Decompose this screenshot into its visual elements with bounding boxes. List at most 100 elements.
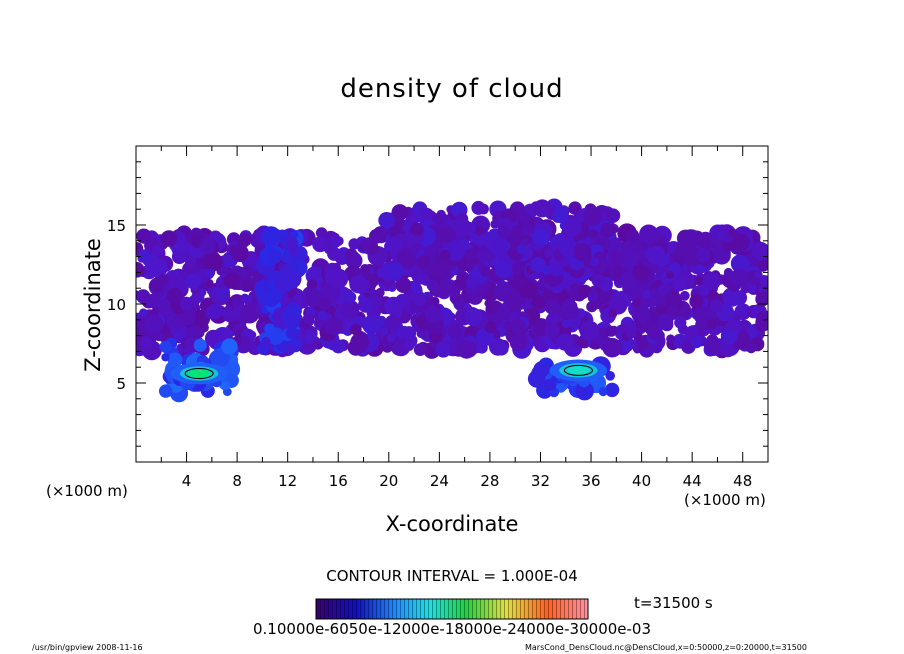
cloud-cell (754, 270, 763, 279)
x-tick-label: 40 (632, 472, 651, 490)
cloud-cell (642, 290, 651, 299)
cloud-cell (401, 326, 417, 341)
cloud-cell (684, 327, 698, 340)
cloud-cell (324, 244, 334, 255)
x-tick-label: 8 (232, 472, 242, 490)
cloud-cell (497, 225, 511, 240)
cloud-cell (511, 262, 525, 276)
cloud-cell (261, 336, 271, 347)
cloud-cell (136, 318, 147, 329)
cloud-cell (144, 314, 164, 334)
x-tick-label: 32 (531, 472, 550, 490)
cloud-cell (494, 260, 513, 279)
contour-line (184, 368, 214, 380)
cloud-cell (690, 336, 703, 349)
cloud-cell (159, 340, 172, 353)
cloud-cell (161, 353, 170, 362)
cloud-cell (481, 286, 490, 295)
y-tick-label: 10 (107, 296, 126, 314)
cloud-cell (632, 298, 642, 308)
x-tick-label: 4 (182, 472, 192, 490)
cloud-cell (509, 333, 528, 352)
cloud-cell (179, 296, 194, 311)
cloud-cell (345, 252, 363, 270)
footer-source: MarsCond_DensCloud.nc@DensCloud,x=0:5000… (525, 643, 807, 652)
cloud-cell (279, 236, 289, 246)
x-axis-ticks: 4 8 12 16 20 24 28 32 36 40 44 48 (160, 146, 752, 490)
cloud-cell (476, 249, 490, 263)
colorbar-stripes (316, 599, 588, 619)
cloud-cell (207, 303, 223, 319)
cloud-cell (474, 226, 485, 236)
cloud-cell (305, 288, 322, 305)
cloud-cell (568, 201, 582, 215)
cloud-cell (285, 345, 295, 355)
cloud-cell (160, 230, 178, 247)
cloud-cell (484, 299, 493, 308)
cloud-cell (198, 288, 207, 297)
cloud-cell (413, 293, 427, 307)
x-tick-label: 44 (683, 472, 702, 490)
cloud-cell (396, 248, 414, 266)
cloud-cell (147, 258, 168, 278)
cloud-cell (695, 247, 711, 263)
cloud-cell (533, 361, 550, 378)
cloud-cell (238, 268, 248, 279)
cloud-cell (221, 338, 238, 355)
cloud-cell (340, 299, 360, 319)
cloud-cell (695, 276, 704, 286)
cloud-cell (740, 284, 750, 294)
cloud-cell (729, 228, 738, 238)
cloud-cell (214, 284, 230, 300)
cloud-cell (510, 318, 526, 335)
cloud-cell (588, 229, 598, 239)
cloud-cell (531, 295, 546, 310)
cloud-cell (242, 280, 254, 292)
cloud-cell (679, 290, 690, 301)
cloud-cell (392, 216, 405, 229)
cloud-cell (342, 325, 353, 336)
cloud-cell (239, 303, 260, 324)
cloud-cell (702, 271, 721, 291)
cloud-cell (605, 325, 617, 337)
cloud-cell (556, 333, 574, 351)
cloud-cell (497, 306, 512, 321)
cloud-cell (596, 290, 612, 305)
cloud-peak (188, 369, 211, 378)
cloud-cell (674, 316, 687, 329)
cloud-cell (590, 257, 599, 267)
cloud-cell (424, 305, 442, 323)
cloud-cell (317, 297, 331, 311)
cloud-cell (425, 259, 441, 275)
cloud-cell (755, 310, 768, 330)
cloud-cell (221, 307, 233, 319)
cloud-cell (563, 303, 580, 320)
cloud-cell (464, 248, 477, 261)
cloud-cell (543, 379, 557, 392)
cloud-cell (544, 299, 560, 315)
cloud-cell (732, 233, 750, 252)
cloud-field (136, 198, 768, 403)
cloud-cell (484, 321, 497, 334)
cloud-cell (649, 288, 659, 297)
time-label: t=31500 s (634, 594, 713, 612)
cloud-cell (302, 313, 315, 325)
cloud-cell (519, 280, 538, 299)
cloud-cell (328, 268, 349, 289)
y-axis-ticks: 5 10 15 (107, 161, 768, 447)
cloud-cell (185, 273, 202, 290)
cloud-cell (265, 288, 283, 305)
footer-command: /usr/bin/gpview 2008-11-16 (32, 643, 143, 652)
cloud-cell (435, 341, 452, 358)
cloud-cell (369, 228, 384, 244)
cloud-cell (666, 305, 678, 317)
cloud-cell (360, 264, 370, 274)
cloud-cell (136, 262, 145, 278)
cloud-cell (530, 257, 546, 273)
cloud-cell (426, 279, 439, 292)
x-tick-label: 16 (329, 472, 348, 490)
cloud-cell (665, 271, 674, 279)
cloud-cell (604, 382, 620, 398)
contour-line (563, 364, 593, 376)
